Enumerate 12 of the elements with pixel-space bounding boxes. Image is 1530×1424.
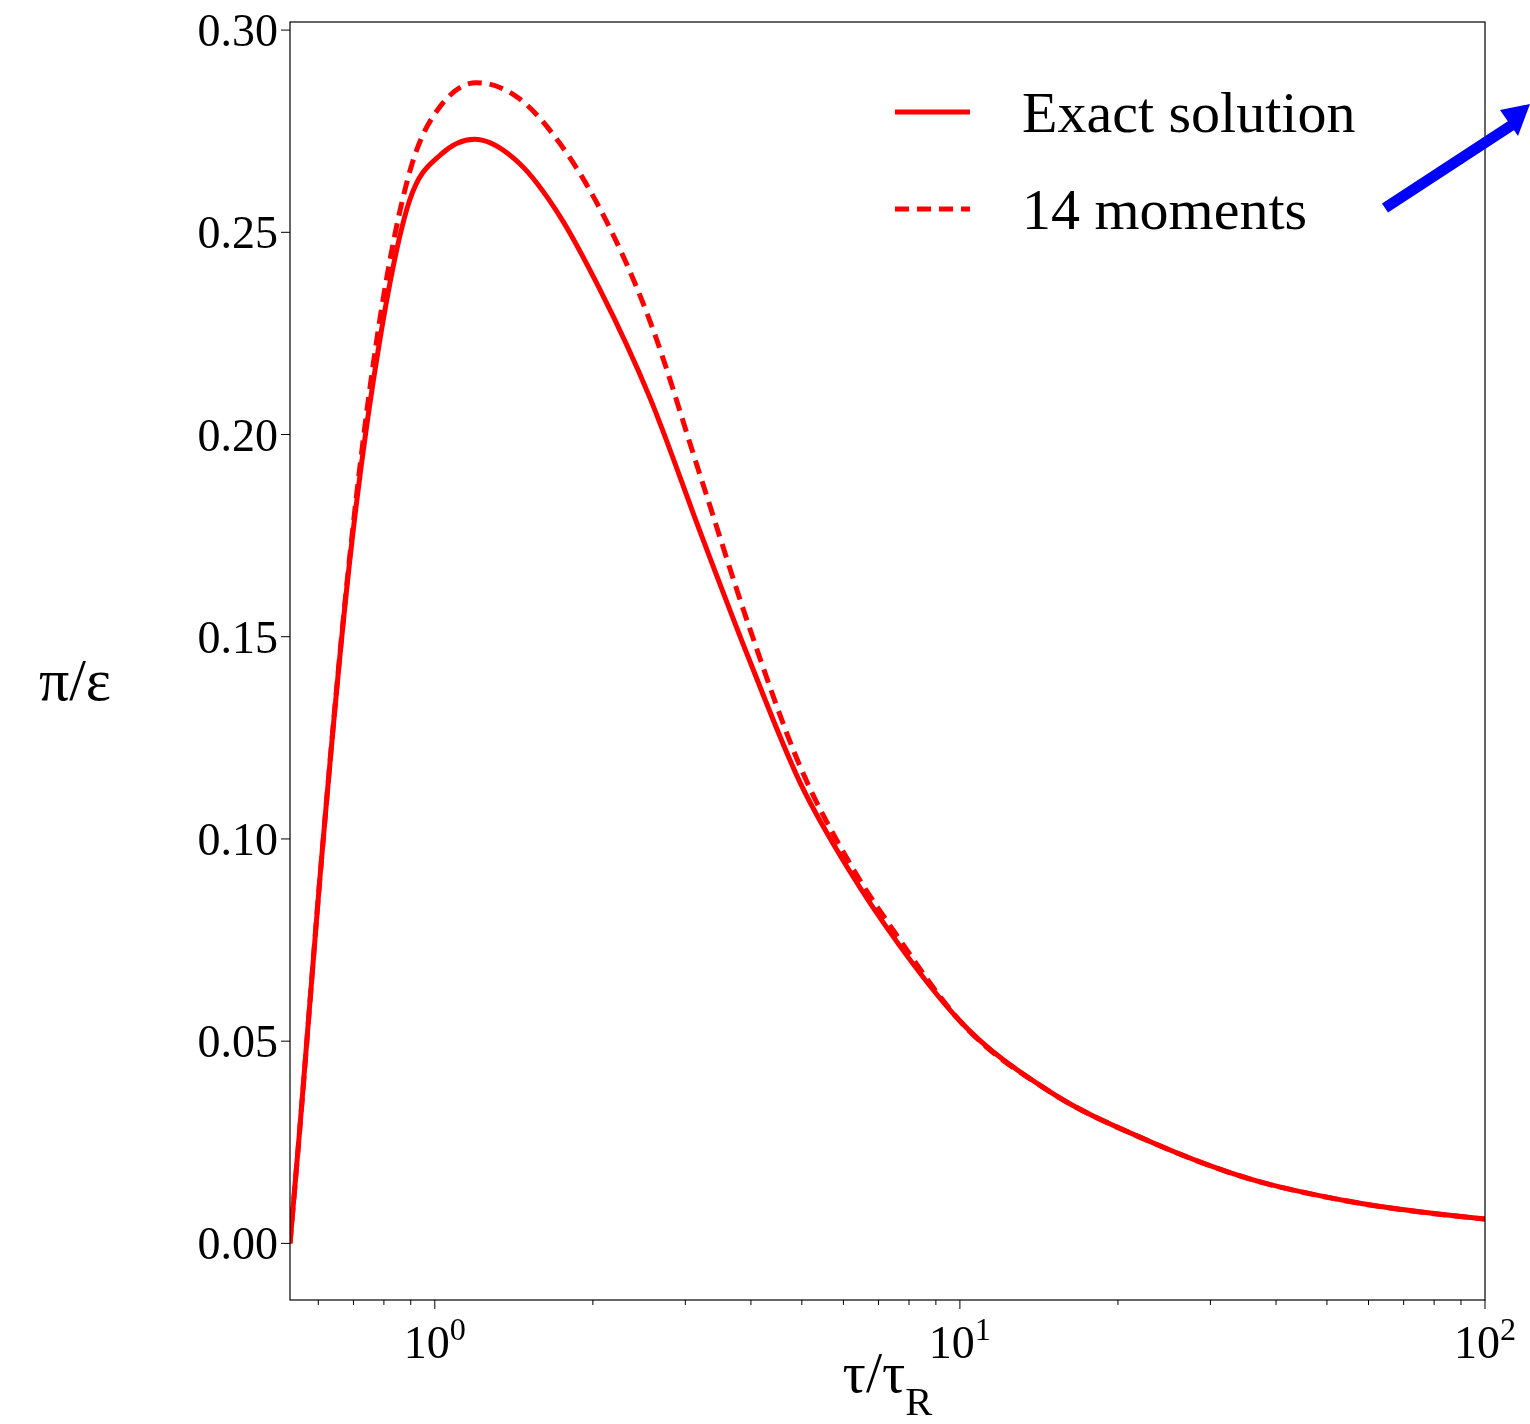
y-tick-label: 0.05 [197,1016,278,1068]
legend-label: 14 moments [1022,177,1308,242]
x-tick-label: 10$^{2}$ [1453,1311,1517,1368]
y-tick-label: 0.20 [197,409,278,461]
y-tick-label: 0.30 [197,5,278,57]
legend-label: Exact solution [1022,80,1356,145]
y-tick-label: 0.10 [197,813,278,865]
x-tick-label: 10$^{0}$ [403,1311,466,1368]
y-tick-label: 0.15 [197,611,278,663]
y-tick-label: 0.00 [197,1218,278,1270]
y-axis-title: π/ε [38,647,112,713]
y-tick-label: 0.25 [197,207,278,259]
